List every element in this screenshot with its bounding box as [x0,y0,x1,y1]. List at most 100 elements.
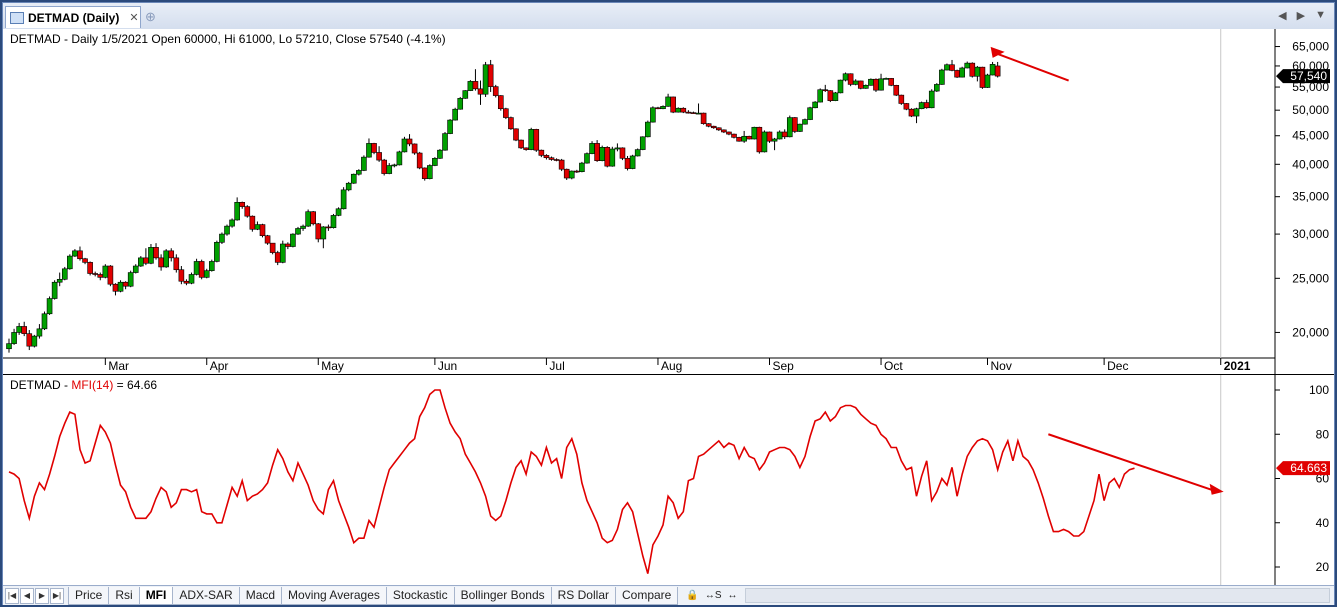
candle-body [634,149,641,157]
price-x-tick-label: Oct [884,359,903,373]
candle-body [868,78,874,86]
candle-body [416,152,423,169]
candle-body [82,258,88,263]
candle-body [350,173,357,184]
document-tab[interactable]: DETMAD (Daily) ✕ [5,6,141,28]
candle-body [290,233,296,247]
candle-body [508,117,514,130]
candle-body [553,159,560,161]
horizontal-scrollbar[interactable] [745,588,1330,603]
tab-prev-icon[interactable]: ◀ [1278,10,1287,22]
candle-body [989,64,996,76]
mfi-last-value-badge [1276,461,1330,476]
candle-body [421,167,428,179]
candle-body [67,255,73,270]
candle-body [685,111,692,114]
candle-body [203,270,210,278]
price-chart[interactable]: 20,000 25,000 30,000 35,000 40,000 45,000 50,0… [3,29,1334,374]
tab-rs-dollar[interactable]: RS Dollar [550,586,616,605]
candle-body [138,257,144,267]
candle-body [92,273,98,275]
candle-body [132,265,139,273]
tab-next-icon[interactable]: ▶ [1296,10,1306,22]
candle-body [340,189,347,210]
candle-body [366,143,372,158]
candle-body [837,79,844,94]
price-y-tick-label: 35,000 [1292,190,1329,204]
price-x-tick-label: 2021 [1224,359,1251,373]
price-y-tick-label: 65,000 [1292,40,1329,54]
trend-arrowhead-icon [990,46,1005,58]
tab-stockastic[interactable]: Stockastic [385,586,455,605]
last-sheet-icon[interactable]: ▶| [50,587,64,604]
candle-body [766,131,773,142]
candle-body [543,155,550,159]
new-tab-icon[interactable]: ⊕ [145,9,156,24]
candle-body [371,143,377,153]
candle-body [406,138,413,145]
tab-menu-icon[interactable]: ▼ [1315,9,1326,21]
candle-body [503,108,509,118]
candle-body [239,202,246,207]
candle-body [604,147,611,167]
candle-body [741,135,747,142]
tab-price[interactable]: Price [68,586,110,605]
scroll-arrows-icon[interactable]: ↔ [727,590,738,601]
candle-body [847,73,854,85]
next-sheet-icon[interactable]: ▶ [35,587,49,604]
candle-body [381,159,387,174]
candle-body [457,98,464,110]
candle-body [817,89,824,103]
candle-body [16,326,22,333]
mfi-y-tick-label: 20 [1316,560,1330,574]
price-x-tick-label: Mar [108,359,129,373]
candle-body [188,274,195,284]
sheet-nav: |◀ ◀ ▶ ▶| [5,587,65,604]
candle-body [401,138,408,153]
candle-body [330,215,337,229]
candle-body [979,66,986,88]
panel-divider[interactable] [3,374,1334,375]
mfi-y-tick-label: 80 [1316,427,1330,441]
tab-rsi[interactable]: Rsi [108,586,140,605]
last-price-badge [1276,69,1330,84]
tab-bollinger-bonds[interactable]: Bollinger Bonds [453,586,552,605]
candle-body [467,81,474,91]
close-icon[interactable]: ✕ [129,12,139,24]
tab-macd[interactable]: Macd [238,586,283,605]
candle-body [761,131,768,153]
lock-icon[interactable]: 🔒 [686,590,699,601]
candle-body [102,265,109,278]
prev-sheet-icon[interactable]: ◀ [20,587,34,604]
candle-body [249,215,256,230]
candle-body [492,86,499,96]
candle-body [229,219,235,227]
candle-body [518,139,524,149]
price-panel[interactable]: 20,000 25,000 30,000 35,000 40,000 45,000 50,0… [3,29,1334,374]
candle-body [665,96,671,107]
price-y-tick-label: 30,000 [1292,227,1329,241]
tab-compare[interactable]: Compare [615,586,679,605]
candle-body [675,107,682,113]
document-tab-title: DETMAD (Daily) [28,10,120,25]
sheet-tab-bar: |◀ ◀ ▶ ▶| Price Rsi MFI ADX-SAR Macd Moving A… [3,585,1334,605]
candle-body [599,147,605,161]
candle-body [863,84,869,89]
candle-body [721,129,727,133]
sync-scroll-icon[interactable]: ↔S [704,590,722,601]
candle-body [442,133,448,151]
tab-mfi[interactable]: MFI [138,586,174,605]
candle-body [832,92,839,101]
candle-body [376,152,382,161]
first-sheet-icon[interactable]: |◀ [5,587,19,604]
tab-moving-averages[interactable]: Moving Averages [281,586,387,605]
tab-adx-sar[interactable]: ADX-SAR [172,586,240,605]
candle-body [751,126,758,140]
candle-body [477,88,484,95]
candle-body [21,326,28,334]
mfi-panel[interactable]: 20 40 60 80 100 64.663 DETMAD - MFI(14) = 64.… [3,375,1334,585]
candle-body [127,272,134,287]
candle-body [568,170,575,179]
price-x-tick-label: Jun [438,359,457,373]
